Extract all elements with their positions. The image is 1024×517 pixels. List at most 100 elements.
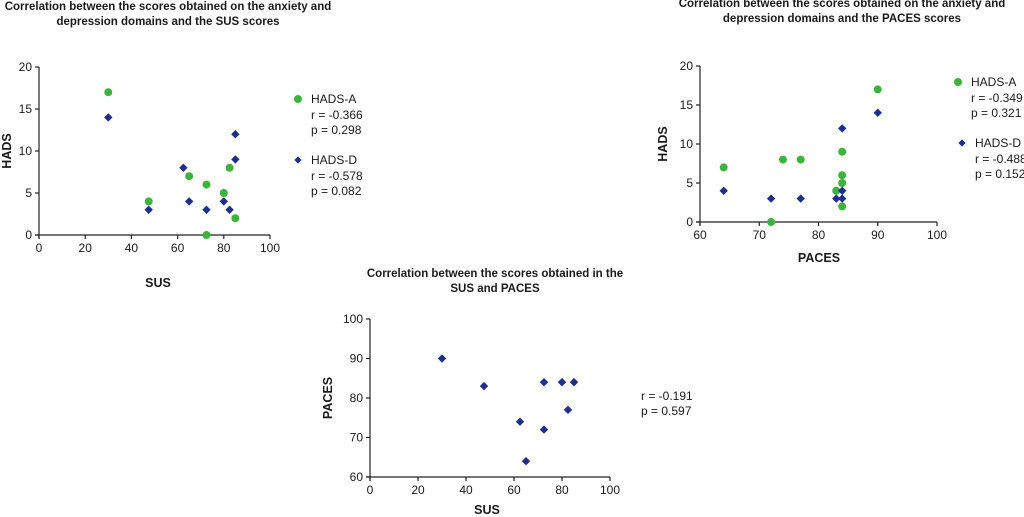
y-tick-label: 15 — [19, 102, 33, 116]
chart-title-line: Correlation between the scores obtained … — [367, 268, 623, 280]
y-tick-label: 20 — [19, 60, 33, 74]
data-point-diamond — [563, 405, 573, 415]
legend-circle-marker — [954, 78, 962, 86]
y-axis-title: HADS — [0, 133, 14, 168]
data-point-circle — [832, 186, 841, 195]
data-point-diamond — [144, 205, 153, 214]
data-point-diamond — [219, 197, 228, 206]
legend-stat: p = 0.082 — [311, 184, 362, 198]
x-tick-label: 100 — [600, 483, 620, 497]
data-point-circle — [838, 202, 847, 211]
x-tick-label: 80 — [217, 241, 231, 255]
y-tick-label: 60 — [350, 470, 364, 484]
x-tick-label: 70 — [753, 228, 767, 242]
series-hads-a — [719, 85, 882, 226]
data-point-circle — [219, 189, 228, 197]
data-point-diamond — [796, 194, 805, 203]
y-tick-label: 0 — [686, 215, 693, 229]
data-point-circle — [778, 155, 787, 164]
data-point-diamond — [515, 417, 525, 426]
data-point-circle — [873, 85, 882, 94]
data-point-circle — [838, 171, 847, 180]
y-tick-label: 10 — [680, 137, 694, 151]
legend-stat: r = -0.578 — [311, 169, 363, 183]
data-point-circle — [796, 155, 805, 164]
y-tick-label: 100 — [343, 312, 363, 326]
data-point-diamond — [104, 113, 113, 122]
x-tick-label: 40 — [459, 483, 473, 497]
x-tick-label: 80 — [812, 228, 826, 242]
y-tick-label: 20 — [680, 59, 694, 73]
chart-stat: p = 0.597 — [641, 404, 692, 418]
y-tick-label: 0 — [25, 228, 32, 242]
data-point-circle — [231, 214, 240, 223]
y-axis-title: HADS — [656, 126, 670, 161]
data-point-diamond — [838, 186, 847, 195]
data-point-diamond — [719, 186, 728, 195]
chart-title-line: depression domains and the PACES scores — [723, 13, 961, 25]
legend-label: HADS-D — [975, 136, 1021, 150]
data-point-circle — [202, 231, 211, 239]
legend-label: HADS-D — [311, 153, 357, 167]
data-point-diamond — [873, 108, 882, 117]
series-hads-a — [104, 88, 240, 239]
data-point-circle — [144, 197, 153, 206]
data-point-diamond — [231, 155, 240, 164]
data-point-diamond — [569, 378, 579, 387]
chart-2: Correlation between the scores obtained … — [656, 0, 1024, 265]
x-tick-label: 40 — [125, 241, 139, 255]
x-tick-label: 20 — [411, 483, 425, 497]
legend-diamond-marker — [294, 156, 302, 164]
y-tick-label: 70 — [350, 431, 364, 445]
data-point-diamond — [479, 381, 489, 391]
data-point-diamond — [437, 354, 447, 363]
data-point-diamond — [179, 163, 188, 172]
data-point-diamond — [225, 205, 234, 214]
x-tick-label: 60 — [171, 241, 185, 255]
data-point-diamond — [557, 378, 567, 387]
x-tick-label: 80 — [555, 483, 569, 497]
legend-stat: p = 0.298 — [311, 123, 362, 137]
data-point-diamond — [838, 194, 847, 203]
y-tick-label: 15 — [680, 98, 694, 112]
chart-title-line: Correlation between the scores obtained … — [679, 0, 1006, 10]
data-point-diamond — [766, 194, 776, 203]
data-point-circle — [225, 163, 234, 172]
y-axis-title: PACES — [321, 377, 335, 419]
x-tick-label: 60 — [693, 228, 707, 242]
legend-diamond-marker — [958, 139, 966, 147]
data-point-diamond — [838, 124, 847, 133]
legend-stat: r = -0.366 — [311, 108, 363, 122]
legend-stat: r = -0.488 — [975, 152, 1024, 166]
legend-circle-marker — [294, 95, 302, 103]
chart-title-line: depression domains and the SUS scores — [56, 16, 279, 28]
chart-3: Correlation between the scores obtained … — [321, 268, 693, 517]
data-point-diamond — [184, 197, 194, 206]
legend-stat: r = -0.349 — [971, 91, 1023, 105]
x-axis-title: PACES — [798, 251, 840, 265]
data-point-diamond — [202, 205, 211, 214]
chart-title-line: Correlation between the scores obtained … — [5, 1, 332, 13]
data-point-diamond — [539, 425, 549, 434]
x-axis-title: SUS — [145, 276, 171, 290]
data-point-diamond — [832, 194, 841, 203]
legend-stat: p = 0.152 — [975, 167, 1024, 181]
legend-stat: p = 0.321 — [971, 106, 1022, 120]
x-tick-label: 20 — [79, 241, 93, 255]
data-point-diamond — [231, 130, 240, 139]
series-hads-d — [719, 108, 882, 203]
data-point-diamond — [539, 378, 549, 387]
data-point-diamond — [521, 457, 531, 466]
x-tick-label: 60 — [507, 483, 521, 497]
series-hads-d — [104, 113, 240, 214]
y-tick-label: 80 — [350, 391, 364, 405]
data-point-circle — [104, 88, 113, 97]
data-point-circle — [838, 179, 847, 187]
data-point-circle — [185, 172, 194, 181]
legend-label: HADS-A — [971, 75, 1016, 89]
y-tick-label: 10 — [19, 144, 33, 158]
chart-title-line: SUS and PACES — [450, 283, 540, 295]
chart-1: Correlation between the scores obtained … — [0, 1, 363, 290]
y-tick-label: 5 — [686, 176, 693, 190]
